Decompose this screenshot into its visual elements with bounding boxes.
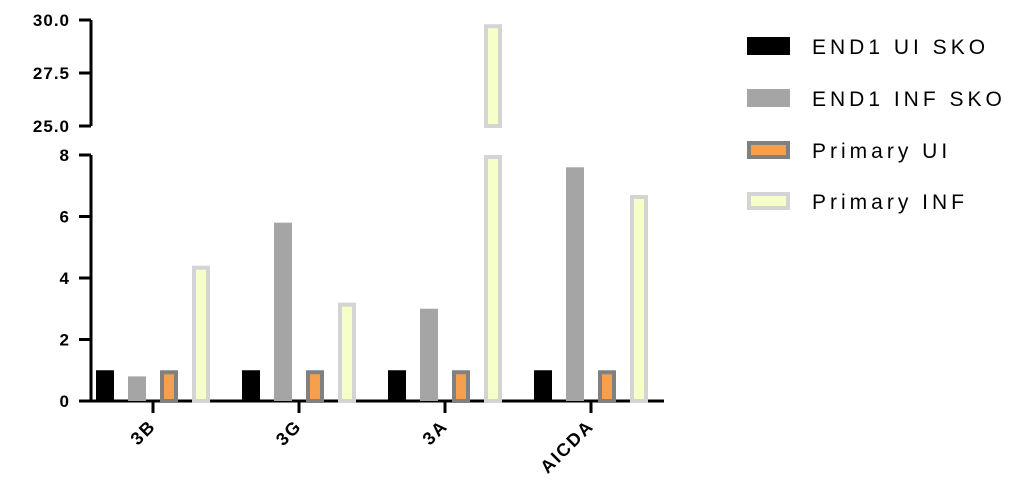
x-tick-labels: 3B 3G 3A AICDA xyxy=(127,416,598,478)
bar-3B-series-3 xyxy=(160,370,178,403)
bar-AICDA-series-1 xyxy=(534,370,552,401)
bar-3A-series-4 xyxy=(484,155,502,403)
bar-3B-series-4 xyxy=(192,265,210,404)
bars xyxy=(96,24,648,404)
bar-3A-series-1 xyxy=(388,370,406,401)
bar-3B-series-2 xyxy=(128,376,146,401)
y-tick-label: 30.0 xyxy=(33,11,70,30)
legend-swatch xyxy=(747,141,790,159)
bar-3G-series-4 xyxy=(338,302,356,404)
legend-label: Primary INF xyxy=(812,191,968,214)
bar-3G-series-1 xyxy=(242,370,260,401)
x-tick-label: AICDA xyxy=(536,416,598,478)
legend-label: END1 UI SKO xyxy=(812,36,989,59)
legend-swatch xyxy=(747,37,790,55)
x-tick-label: 3G xyxy=(272,416,306,450)
axes: 0 2 4 6 8 25.0 27.5 30.0 xyxy=(33,11,664,413)
y-tick-label: 4 xyxy=(60,269,70,288)
x-tick-label: 3A xyxy=(419,416,452,449)
bar-3A-series-4-upper xyxy=(484,24,502,129)
bar-3G-series-2 xyxy=(274,222,292,401)
x-tick-label: 3B xyxy=(127,416,160,449)
legend-label: END1 INF SKO xyxy=(812,88,1006,111)
y-tick-label: 27.5 xyxy=(33,64,70,83)
bar-3A-series-3 xyxy=(452,370,470,403)
legend-label: Primary UI xyxy=(812,140,951,163)
legend-swatch xyxy=(747,192,790,210)
bar-AICDA-series-4 xyxy=(630,194,648,403)
y-tick-label: 2 xyxy=(60,331,70,350)
bar-AICDA-series-2 xyxy=(566,167,584,401)
y-tick-label: 8 xyxy=(60,146,70,165)
y-tick-label: 25.0 xyxy=(33,117,70,136)
legend: END1 UI SKO END1 INF SKO Primary UI Primary… xyxy=(747,36,1006,214)
y-tick-label: 6 xyxy=(60,208,70,227)
bar-3A-series-2 xyxy=(420,308,438,401)
bar-3G-series-3 xyxy=(306,370,324,403)
bar-AICDA-series-3 xyxy=(598,370,616,403)
y-tick-label: 0 xyxy=(60,392,70,411)
legend-swatch xyxy=(747,89,790,107)
bar-3B-series-1 xyxy=(96,370,114,401)
